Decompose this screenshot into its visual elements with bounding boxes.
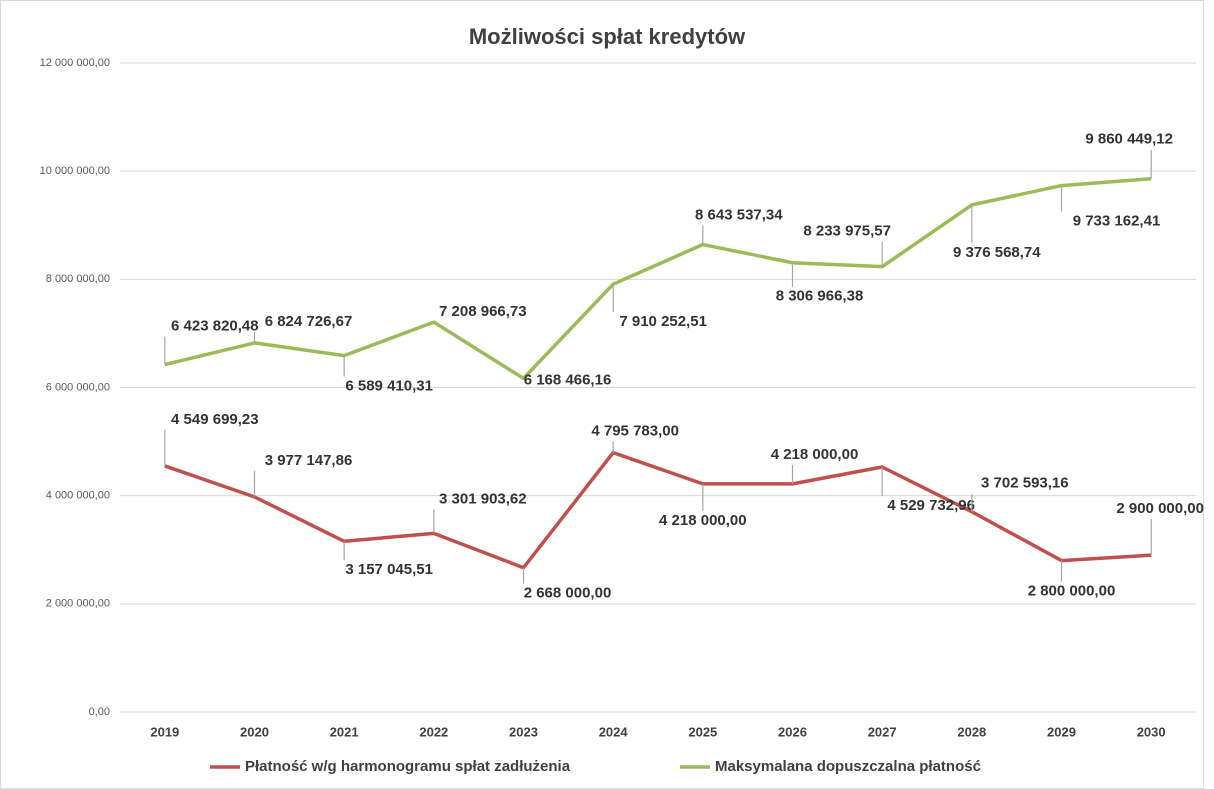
data-label: 6 824 726,67 (265, 313, 353, 330)
x-tick-label: 2025 (688, 724, 717, 739)
y-tick-label: 4 000 000,00 (46, 490, 110, 502)
y-tick-label: 6 000 000,00 (46, 381, 110, 393)
x-tick-label: 2030 (1137, 724, 1166, 739)
data-label: 3 702 593,16 (981, 475, 1069, 492)
data-label: 7 910 252,51 (619, 313, 707, 330)
data-label: 3 157 045,51 (345, 561, 433, 578)
data-label: 6 168 466,16 (524, 371, 612, 388)
data-label: 2 668 000,00 (524, 585, 612, 602)
line-series (164, 176, 1152, 381)
data-label: 4 549 699,23 (171, 411, 259, 428)
legend-label: Maksymalana dopuszczalna płatność (715, 758, 981, 775)
data-label: 4 795 783,00 (591, 423, 679, 440)
data-label: 3 977 147,86 (265, 452, 353, 469)
data-label: 9 860 449,12 (1085, 131, 1173, 148)
chart-title: Możliwości spłat kredytów (469, 24, 746, 49)
data-label: 6 423 820,48 (171, 318, 259, 335)
x-tick-label: 2022 (419, 724, 448, 739)
data-label: 9 733 162,41 (1073, 213, 1161, 230)
data-label: 4 218 000,00 (659, 512, 747, 529)
x-tick-label: 2019 (150, 724, 179, 739)
y-tick-label: 8 000 000,00 (46, 273, 110, 285)
data-label: 9 376 568,74 (953, 244, 1041, 261)
legend-label: Płatność w/g harmonogramu spłat zadłużen… (245, 758, 571, 775)
y-tick-label: 2 000 000,00 (46, 598, 110, 610)
data-label: 2 900 000,00 (1116, 500, 1204, 517)
line-series (164, 450, 1152, 570)
y-tick-label: 0,00 (89, 706, 110, 718)
data-label: 8 233 975,57 (803, 223, 891, 240)
x-tick-label: 2029 (1047, 724, 1076, 739)
data-label: 7 208 966,73 (439, 303, 527, 320)
data-label: 4 218 000,00 (771, 446, 859, 463)
y-tick-label: 10 000 000,00 (40, 165, 110, 177)
data-label: 8 643 537,34 (695, 206, 783, 223)
x-tick-label: 2026 (778, 724, 807, 739)
x-tick-label: 2020 (240, 724, 269, 739)
data-label: 8 306 966,38 (776, 288, 864, 305)
x-tick-label: 2024 (599, 724, 629, 739)
data-label: 4 529 732,96 (887, 497, 975, 514)
y-tick-label: 12 000 000,00 (40, 57, 110, 69)
data-label: 6 589 410,31 (345, 378, 433, 395)
x-tick-label: 2027 (868, 724, 897, 739)
x-tick-label: 2023 (509, 724, 538, 739)
x-tick-label: 2021 (330, 724, 359, 739)
data-label: 3 301 903,62 (439, 490, 527, 507)
x-tick-label: 2028 (957, 724, 986, 739)
data-label: 2 800 000,00 (1028, 583, 1116, 600)
